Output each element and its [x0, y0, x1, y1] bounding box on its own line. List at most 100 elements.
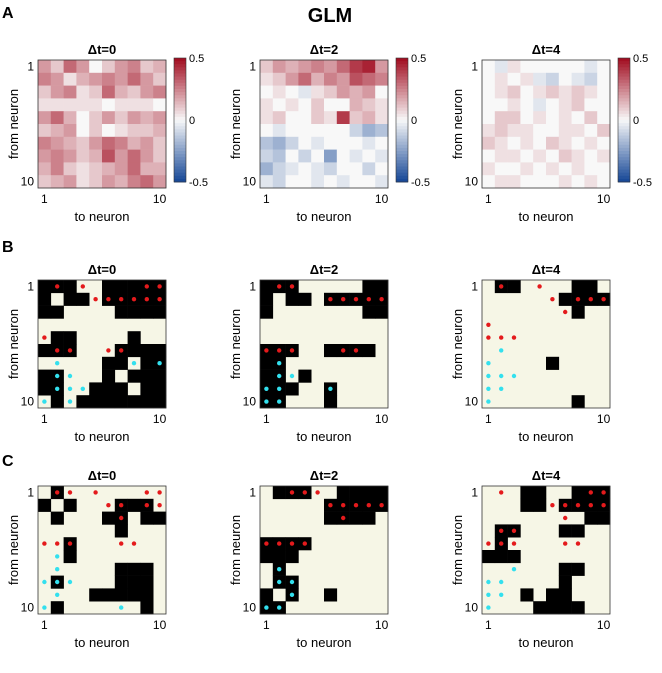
colorbar-segment — [618, 157, 630, 161]
red-dot — [55, 348, 60, 353]
x-tick-label: 10 — [597, 412, 611, 426]
x-axis-label: to neuron — [75, 429, 130, 444]
colorbar-segment — [618, 92, 630, 96]
colorbar-segment — [174, 70, 186, 74]
colorbar-segment — [618, 70, 630, 74]
y-tick-label: 1 — [249, 485, 256, 499]
cyan-dot — [119, 605, 124, 610]
binary-cell — [597, 511, 611, 525]
heatmap-cell — [38, 149, 52, 163]
cyan-dot — [277, 567, 282, 572]
heatmap-cell — [520, 98, 534, 112]
colorbar-segment — [396, 89, 408, 93]
x-axis-label: to neuron — [519, 635, 574, 650]
cyan-dot — [131, 361, 137, 366]
heatmap-cell — [571, 136, 585, 150]
heatmap-cell — [272, 111, 286, 125]
heatmap-cell — [546, 98, 560, 112]
colorbar-segment — [396, 92, 408, 96]
heatmap-cell — [140, 98, 154, 112]
heatmap-cell — [482, 98, 496, 112]
x-tick-label: 1 — [263, 192, 270, 206]
heatmap-cell — [533, 98, 547, 112]
cyan-dot — [289, 592, 295, 597]
heatmap-cell — [507, 149, 521, 163]
heatmap-cell — [63, 136, 77, 150]
y-axis-label: from neuron — [6, 89, 21, 159]
colorbar-segment — [396, 169, 408, 174]
x-tick-label: 10 — [375, 618, 389, 632]
colorbar-segment — [396, 76, 408, 81]
red-dot — [42, 335, 47, 340]
heatmap-cell — [571, 60, 585, 74]
colorbar-segment — [618, 104, 630, 108]
heatmap-cell — [494, 175, 508, 189]
red-dot — [499, 284, 504, 289]
binary-cell — [533, 498, 547, 512]
heatmap-cell — [272, 136, 286, 150]
red-dot — [341, 503, 346, 508]
binary-cell — [38, 280, 52, 294]
cyan-dot — [264, 605, 269, 610]
colorbar-segment — [174, 110, 186, 115]
binary-cell — [127, 331, 141, 345]
y-tick-label: 10 — [465, 601, 479, 615]
colorbar-segment — [396, 141, 408, 146]
cyan-dot — [499, 579, 504, 585]
binary-cell — [102, 588, 116, 602]
colorbar-segment — [618, 64, 630, 68]
red-dot — [353, 503, 359, 508]
heatmap-cell — [584, 175, 598, 189]
binary-cell — [324, 511, 338, 525]
binary-cell — [571, 601, 585, 615]
heatmap-cell — [494, 162, 508, 176]
subplot-b-1: Δt=2 1 10 1 10 to neuron from neuron — [228, 262, 389, 444]
colorbar-segment — [174, 98, 186, 102]
heatmap-cell — [533, 72, 547, 86]
heatmap-cell — [362, 111, 376, 125]
binary-cell — [571, 486, 585, 500]
colorbar-segment — [174, 129, 186, 133]
red-dot — [341, 515, 346, 521]
heatmap-cell — [336, 72, 350, 86]
cyan-dot — [486, 579, 491, 585]
heatmap-cell — [38, 60, 52, 74]
y-tick-label: 1 — [471, 279, 478, 293]
red-dot — [157, 503, 162, 508]
heatmap-cell — [375, 111, 389, 125]
colorbar-segment — [618, 113, 630, 118]
colorbar-segment — [618, 79, 630, 84]
colorbar-segment — [396, 64, 408, 68]
y-tick-label: 1 — [27, 279, 34, 293]
red-dot — [575, 541, 581, 546]
colorbar-segment — [396, 166, 408, 170]
heatmap-cell — [507, 85, 521, 99]
subplot-title: Δt=0 — [88, 42, 117, 57]
heatmap-cell — [482, 162, 496, 176]
colorbar-tick-label: 0.5 — [189, 53, 204, 65]
heatmap-cell — [597, 136, 611, 150]
colorbar-tick-label: 0.5 — [633, 53, 648, 65]
heatmap-cell — [546, 162, 560, 176]
heatmap-cell — [102, 162, 116, 176]
heatmap-cell — [298, 136, 312, 150]
colorbar-frame — [395, 57, 409, 183]
heatmap-cell — [50, 175, 64, 189]
x-tick-label: 10 — [597, 618, 611, 632]
colorbar-segment — [174, 141, 186, 146]
binary-cell — [63, 280, 77, 294]
heatmap-cell — [597, 175, 611, 189]
axes-box — [481, 485, 611, 615]
heatmap-cell — [375, 175, 389, 189]
colorbar-segment — [618, 120, 630, 124]
colorbar-segment — [618, 178, 630, 183]
cyan-dot — [42, 579, 47, 585]
cyan-dot — [499, 592, 504, 597]
binary-cell — [362, 511, 376, 525]
heatmap-cell — [76, 85, 90, 99]
heatmap-cell — [324, 136, 338, 150]
heatmap-cell — [597, 60, 611, 74]
x-tick-label: 10 — [375, 412, 389, 426]
heatmap-cell — [362, 85, 376, 99]
red-dot — [264, 348, 269, 353]
